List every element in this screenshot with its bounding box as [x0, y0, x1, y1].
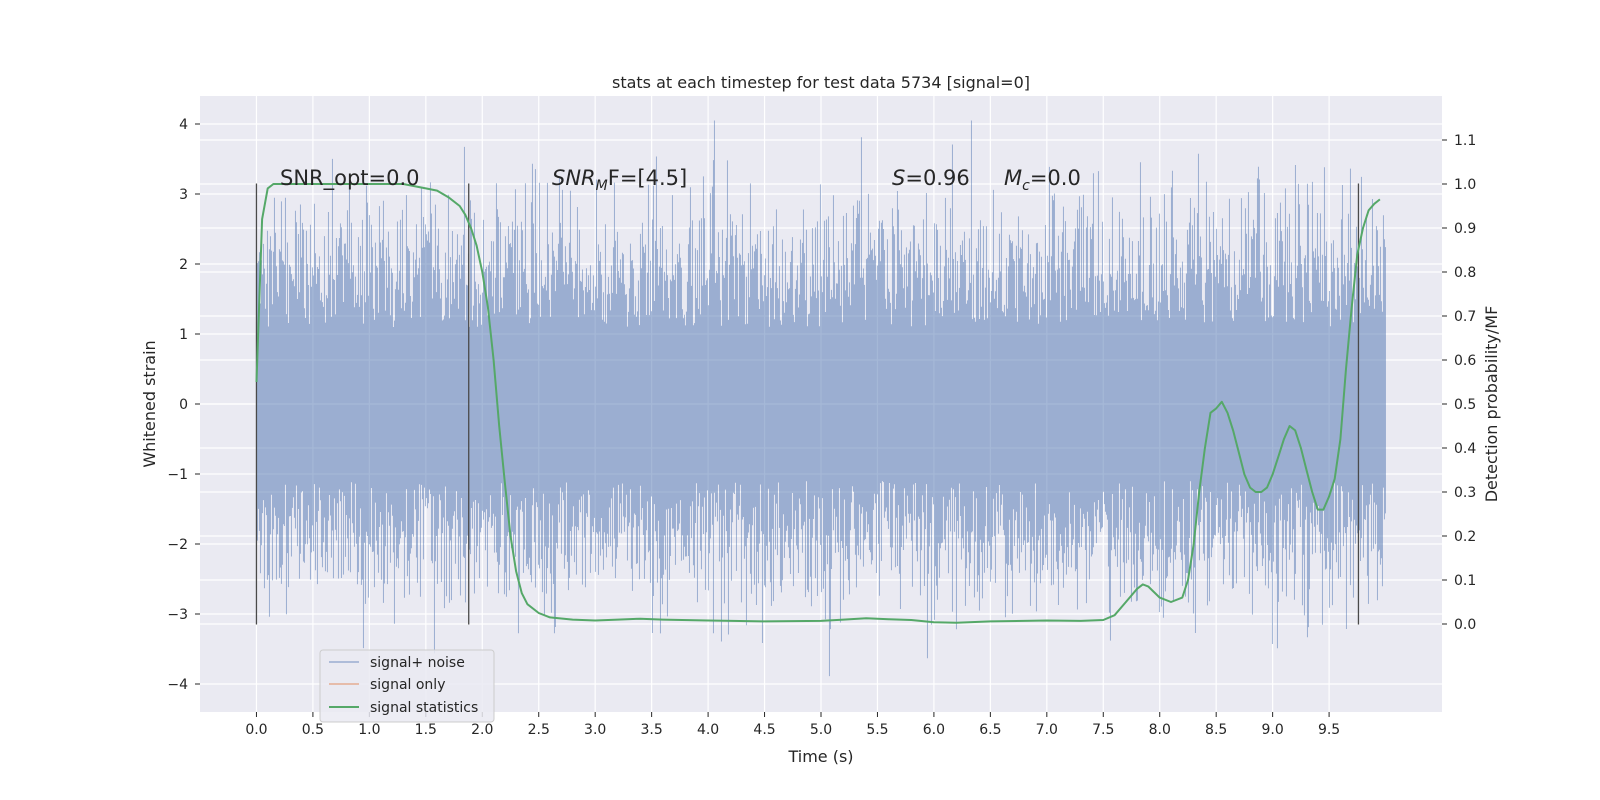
- vertical-markers: [255, 183, 1360, 625]
- x-tick-label-6: 3.0: [584, 722, 606, 738]
- x-tick-label-11: 5.5: [866, 722, 888, 738]
- x-tick-label-2: 1.0: [358, 722, 380, 738]
- y2-tick-label-11: 1.1: [1454, 133, 1476, 149]
- x-tick-label-17: 8.5: [1205, 722, 1227, 738]
- y-tick-label-1: −3: [167, 607, 188, 623]
- y2-tick-label-2: 0.2: [1454, 529, 1476, 545]
- x-tick-label-13: 6.5: [979, 722, 1001, 738]
- annotation-s-main: S: [892, 166, 905, 190]
- annotation-mc-tail: =0.0: [1030, 166, 1081, 190]
- annotation-s: S=0.96: [892, 166, 970, 190]
- x-tick-label-3: 1.5: [415, 722, 437, 738]
- x-tick-label-8: 4.0: [697, 722, 719, 738]
- annotation-s-tail: =0.96: [905, 166, 969, 190]
- y2-tick-label-10: 1.0: [1454, 177, 1476, 193]
- signal-statistics-line: [255, 183, 1381, 624]
- legend-label-signal-only: signal only: [370, 677, 445, 693]
- y2-tick-label-6: 0.6: [1454, 353, 1476, 369]
- annotation-snr-opt: SNR_opt=0.0: [280, 166, 420, 191]
- annotation-snr-mf-sub: M: [596, 178, 608, 194]
- y-tick-label-2: −2: [167, 537, 188, 553]
- annotation-snr-mf-tail: F=[4.5]: [608, 166, 687, 190]
- legend-box: [319, 649, 495, 723]
- y2-tick-label-7: 0.7: [1454, 309, 1476, 325]
- axis-ticks: 0.0 0.5 1.0 1.5 2.0 2.5 3.0 3.5 4.0 4.5 5.0 5.5 6.0 6…: [167, 117, 1476, 738]
- x-tick-label-10: 5.0: [810, 722, 832, 738]
- y2-axis-label: Detection probability/MF: [1482, 306, 1501, 503]
- annotation-snr-mf-main: SNR: [552, 166, 596, 190]
- series-signal-statistics: [255, 183, 1381, 624]
- x-tick-label-12: 6.0: [923, 722, 945, 738]
- annotation-mc-sub: c: [1022, 178, 1030, 194]
- y-tick-label-8: 4: [179, 117, 188, 133]
- y2-tick-label-1: 0.1: [1454, 573, 1476, 589]
- annotations: SNR_opt=0.0 SNRMF=[4.5] S=0.96 Mc=0.0: [280, 166, 1081, 194]
- legend-label-signal-noise: signal+ noise: [370, 655, 465, 671]
- x-tick-label-15: 7.5: [1092, 722, 1114, 738]
- annotation-mc-main: M: [1004, 166, 1022, 190]
- annotation-mc: Mc=0.0: [1004, 166, 1081, 194]
- legend-label-signal-statistics: signal statistics: [370, 700, 478, 716]
- y-tick-label-4: 0: [179, 397, 188, 413]
- x-tick-label-14: 7.0: [1036, 722, 1058, 738]
- y2-tick-label-5: 0.5: [1454, 397, 1476, 413]
- x-tick-label-5: 2.5: [528, 722, 550, 738]
- x-tick-label-0: 0.0: [245, 722, 267, 738]
- y-axis-label: Whitened strain: [140, 340, 159, 467]
- x-tick-label-18: 9.0: [1262, 722, 1284, 738]
- y-tick-label-7: 3: [179, 187, 188, 203]
- y2-tick-label-0: 0.0: [1454, 617, 1476, 633]
- y-tick-label-0: −4: [167, 677, 188, 693]
- y-tick-label-6: 2: [179, 257, 188, 273]
- chart-title: stats at each timestep for test data 573…: [612, 73, 1030, 92]
- y2-tick-label-8: 0.8: [1454, 265, 1476, 281]
- legend: signal+ noise signal only signal statist…: [319, 649, 495, 723]
- x-tick-label-1: 0.5: [302, 722, 324, 738]
- x-axis-label: Time (s): [787, 747, 853, 766]
- y-tick-label-5: 1: [179, 327, 188, 343]
- annotation-snr-mf: SNRMF=[4.5]: [552, 166, 687, 194]
- y-tick-label-3: −1: [167, 467, 188, 483]
- x-tick-label-19: 9.5: [1318, 722, 1340, 738]
- y2-tick-label-9: 0.9: [1454, 221, 1476, 237]
- x-tick-label-7: 3.5: [641, 722, 663, 738]
- x-tick-label-4: 2.0: [471, 722, 493, 738]
- y2-tick-label-3: 0.3: [1454, 485, 1476, 501]
- x-tick-label-9: 4.5: [753, 722, 775, 738]
- x-tick-label-16: 8.0: [1149, 722, 1171, 738]
- y2-tick-label-4: 0.4: [1454, 441, 1476, 457]
